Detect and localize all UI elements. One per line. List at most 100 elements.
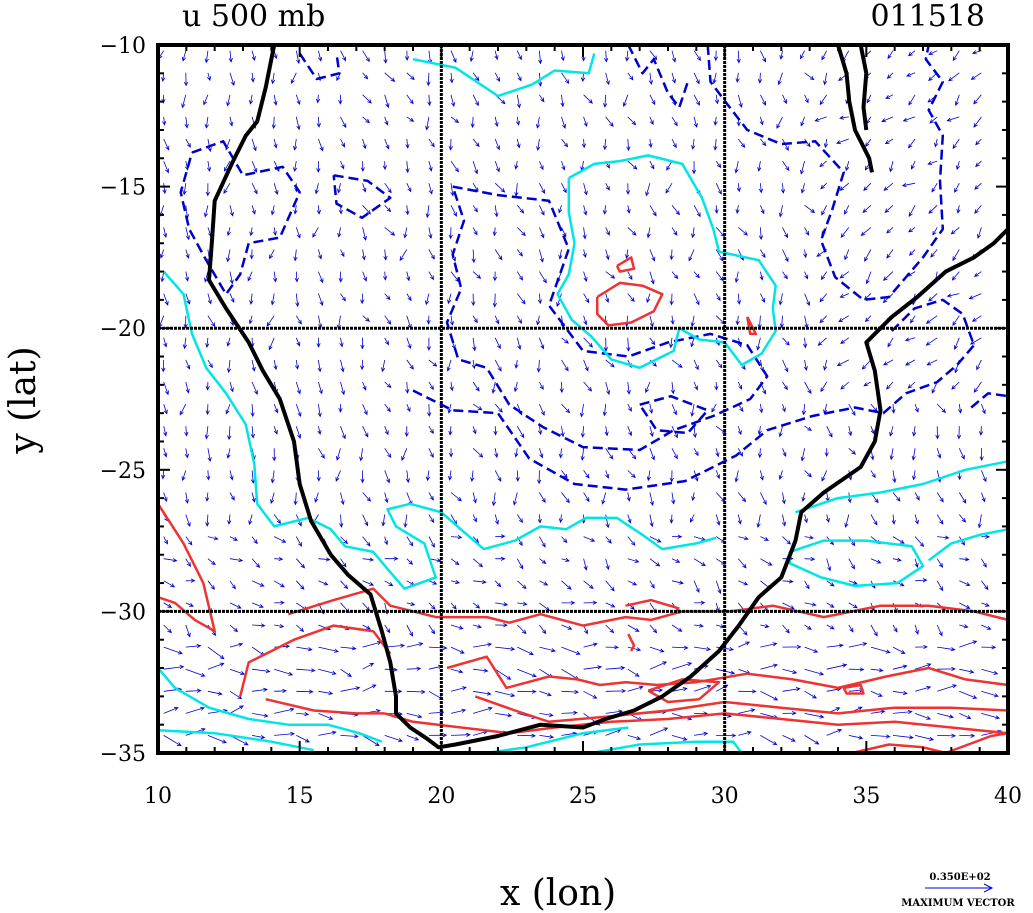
wind-vector-arrow bbox=[162, 183, 167, 195]
wind-vector-arrow bbox=[296, 689, 314, 694]
wind-vector-arrow bbox=[804, 735, 820, 745]
wind-vector-arrow bbox=[517, 689, 537, 694]
wind-vector-arrow bbox=[981, 403, 986, 415]
vector-legend-value: 0.350E+02 bbox=[929, 872, 990, 883]
wind-vector-arrow bbox=[804, 602, 817, 607]
wind-vector-arrow bbox=[205, 183, 210, 197]
wind-vector-arrow bbox=[273, 580, 285, 588]
wind-vector-arrow bbox=[974, 205, 982, 214]
wind-vector-arrow bbox=[252, 687, 268, 692]
wind-vector-arrow bbox=[561, 337, 570, 344]
wind-vector-arrow bbox=[318, 271, 324, 284]
wind-vector-arrow bbox=[561, 72, 570, 85]
wind-vector-arrow bbox=[862, 205, 872, 214]
wind-vector-arrow bbox=[583, 337, 594, 348]
wind-vector-arrow bbox=[446, 359, 452, 372]
wind-vector-arrow bbox=[937, 666, 956, 672]
wind-vector-arrow bbox=[804, 646, 819, 653]
wind-vector-arrow bbox=[266, 315, 275, 327]
wind-vector-arrow bbox=[561, 470, 568, 479]
wind-vector-arrow bbox=[694, 600, 706, 605]
wind-vector-arrow bbox=[384, 227, 396, 236]
wind-vector-arrow bbox=[892, 735, 914, 740]
wind-vector-arrow bbox=[339, 337, 344, 348]
wind-vector-arrow bbox=[865, 271, 872, 285]
wind-vector-arrow bbox=[226, 448, 231, 459]
wind-vector-arrow bbox=[450, 732, 471, 737]
wind-vector-arrow bbox=[981, 645, 997, 650]
wind-vector-arrow bbox=[471, 293, 476, 307]
wind-vector-arrow bbox=[959, 557, 970, 562]
wind-vector-arrow bbox=[713, 50, 719, 62]
wind-vector-arrow bbox=[692, 426, 697, 439]
wind-vector-arrow bbox=[626, 205, 631, 214]
wind-vector-arrow bbox=[516, 72, 522, 82]
wind-vector-arrow bbox=[274, 536, 287, 543]
wind-vector-arrow bbox=[207, 662, 225, 670]
wind-vector-arrow bbox=[273, 183, 279, 195]
wind-vector-arrow bbox=[428, 624, 436, 635]
wind-vector-arrow bbox=[295, 403, 302, 418]
wind-vector-arrow bbox=[561, 183, 567, 194]
wind-vector-arrow bbox=[671, 735, 688, 741]
wind-vector-arrow bbox=[649, 514, 654, 528]
wind-vector-arrow bbox=[583, 470, 590, 479]
wind-vector-arrow bbox=[539, 602, 551, 612]
wind-vector-arrow bbox=[820, 381, 828, 393]
wind-vector-arrow bbox=[185, 514, 191, 528]
wind-vector-arrow bbox=[536, 138, 541, 151]
wind-vector-arrow bbox=[782, 337, 790, 346]
wind-vector-arrow bbox=[226, 227, 231, 237]
wind-vector-arrow bbox=[715, 470, 720, 480]
zero-contour-line bbox=[927, 528, 1009, 562]
wind-vector-arrow bbox=[864, 315, 872, 323]
wind-vector-arrow bbox=[561, 580, 572, 590]
wind-vector-arrow bbox=[249, 249, 254, 260]
wind-vector-arrow bbox=[737, 448, 743, 457]
wind-vector-arrow bbox=[715, 293, 721, 302]
wind-vector-arrow bbox=[229, 271, 234, 285]
wind-vector-arrow bbox=[759, 404, 764, 414]
wind-vector-arrow bbox=[715, 271, 724, 282]
wind-vector-arrow bbox=[384, 315, 392, 325]
wind-vector-arrow bbox=[561, 536, 568, 544]
zero-contour-line bbox=[486, 726, 629, 755]
wind-vector-arrow bbox=[516, 94, 521, 109]
wind-vector-arrow bbox=[782, 668, 798, 675]
wind-vector-arrow bbox=[646, 293, 651, 304]
wind-vector-arrow bbox=[362, 403, 368, 416]
zero-contour-line bbox=[788, 539, 925, 588]
wind-vector-arrow bbox=[892, 646, 906, 654]
wind-vector-arrow bbox=[362, 536, 371, 547]
wind-vector-arrow bbox=[605, 227, 610, 236]
wind-vector-arrow bbox=[384, 556, 399, 561]
wind-vector-arrow bbox=[671, 662, 693, 670]
wind-vector-arrow bbox=[517, 624, 527, 635]
wind-vector-arrow bbox=[362, 116, 371, 124]
wind-vector-arrow bbox=[885, 381, 894, 390]
wind-vector-arrow bbox=[448, 426, 453, 436]
wind-vector-arrow bbox=[605, 602, 616, 608]
wind-vector-arrow bbox=[648, 404, 654, 415]
wind-vector-arrow bbox=[884, 205, 894, 214]
wind-vector-arrow bbox=[448, 448, 454, 458]
wind-vector-arrow bbox=[804, 690, 817, 699]
wind-vector-arrow bbox=[316, 470, 321, 482]
wind-vector-arrow bbox=[163, 624, 172, 634]
wind-vector-arrow bbox=[251, 536, 258, 545]
wind-vector-arrow bbox=[952, 249, 960, 262]
wind-vector-arrow bbox=[315, 94, 321, 104]
wind-vector-arrow bbox=[450, 708, 467, 714]
wind-vector-arrow bbox=[318, 249, 323, 260]
wind-vector-arrow bbox=[848, 642, 868, 648]
wind-vector-arrow bbox=[472, 492, 477, 504]
wind-vector-arrow bbox=[817, 337, 827, 346]
wind-vector-arrow bbox=[318, 557, 331, 562]
wind-vector-arrow bbox=[384, 72, 396, 83]
wind-vector-arrow bbox=[405, 381, 410, 394]
lat-lon-gridlines bbox=[158, 45, 1008, 753]
wind-vector-arrow bbox=[162, 116, 167, 126]
wind-vector-arrow bbox=[207, 690, 223, 696]
wind-vector-arrow bbox=[760, 642, 778, 648]
wind-vector-arrow bbox=[270, 205, 275, 216]
